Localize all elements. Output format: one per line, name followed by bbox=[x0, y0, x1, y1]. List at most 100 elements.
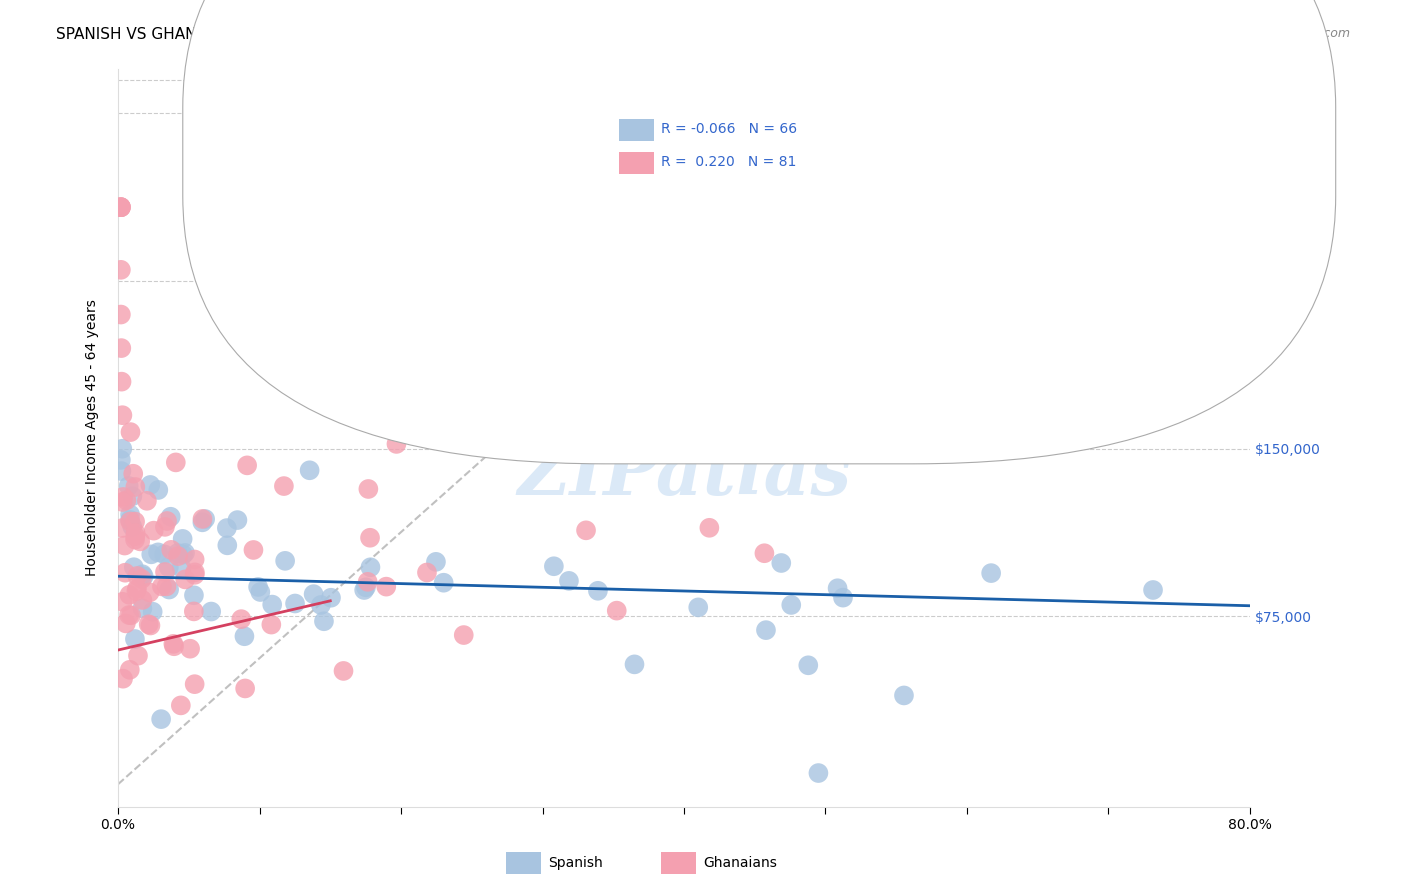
Point bbox=[142, 524, 165, 538]
Point bbox=[191, 512, 214, 526]
Point bbox=[893, 689, 915, 703]
Point bbox=[118, 513, 141, 527]
Point bbox=[200, 605, 222, 619]
Point bbox=[183, 604, 205, 618]
Point bbox=[118, 608, 141, 623]
Point bbox=[194, 512, 217, 526]
Point bbox=[150, 712, 173, 726]
Point bbox=[120, 515, 142, 529]
Point bbox=[131, 567, 153, 582]
Point bbox=[832, 591, 855, 605]
Point bbox=[125, 582, 148, 596]
Point bbox=[110, 453, 132, 467]
Point bbox=[586, 583, 609, 598]
Point bbox=[110, 262, 132, 277]
Point bbox=[122, 560, 145, 574]
Point bbox=[110, 200, 132, 214]
Point bbox=[284, 597, 307, 611]
Point bbox=[138, 585, 160, 599]
Point bbox=[260, 617, 283, 632]
Text: Source: ZipAtlas.com: Source: ZipAtlas.com bbox=[1216, 27, 1350, 40]
Point bbox=[558, 574, 581, 588]
Point bbox=[118, 663, 141, 677]
Point bbox=[125, 584, 148, 599]
Point bbox=[807, 766, 830, 780]
Point bbox=[191, 516, 214, 530]
Point bbox=[433, 575, 456, 590]
Point bbox=[139, 618, 162, 632]
Point bbox=[148, 483, 170, 497]
Point bbox=[132, 569, 155, 583]
Point bbox=[155, 579, 177, 593]
Point bbox=[606, 604, 628, 618]
Point bbox=[159, 509, 181, 524]
Point bbox=[827, 581, 849, 595]
Point bbox=[153, 565, 176, 579]
Point bbox=[262, 598, 284, 612]
Point bbox=[754, 546, 776, 560]
Text: R = -0.066   N = 66: R = -0.066 N = 66 bbox=[661, 122, 797, 136]
Point bbox=[139, 478, 162, 492]
Point bbox=[165, 455, 187, 469]
Point bbox=[131, 593, 153, 607]
Point bbox=[110, 341, 132, 355]
Point bbox=[298, 463, 321, 477]
Point bbox=[375, 580, 398, 594]
Point bbox=[129, 534, 152, 549]
Point bbox=[183, 677, 205, 691]
Point bbox=[153, 547, 176, 561]
Point bbox=[121, 489, 143, 503]
Point bbox=[755, 623, 778, 637]
Point bbox=[533, 402, 555, 417]
Point bbox=[425, 555, 447, 569]
Point bbox=[157, 582, 180, 597]
Point bbox=[385, 437, 408, 451]
Point bbox=[142, 605, 165, 619]
Point bbox=[124, 515, 146, 529]
Point bbox=[780, 598, 803, 612]
Point bbox=[114, 566, 136, 580]
Point bbox=[357, 574, 380, 589]
Point bbox=[118, 479, 141, 493]
Point bbox=[233, 629, 256, 643]
Point bbox=[124, 480, 146, 494]
Point bbox=[172, 532, 194, 546]
Point bbox=[114, 539, 136, 553]
Text: Ghanaians: Ghanaians bbox=[703, 855, 778, 870]
Point bbox=[135, 493, 157, 508]
Point bbox=[131, 572, 153, 586]
Point bbox=[453, 628, 475, 642]
Point bbox=[309, 598, 332, 612]
Point bbox=[183, 588, 205, 602]
Point bbox=[121, 519, 143, 533]
Point bbox=[233, 681, 256, 696]
Point bbox=[770, 556, 793, 570]
Point bbox=[172, 548, 194, 562]
Point bbox=[124, 526, 146, 541]
Point bbox=[242, 543, 264, 558]
Point bbox=[120, 425, 142, 439]
Point bbox=[112, 490, 135, 504]
Point bbox=[319, 591, 342, 605]
Point bbox=[111, 442, 134, 456]
Point bbox=[127, 569, 149, 583]
Point bbox=[111, 495, 134, 509]
Point bbox=[231, 612, 253, 626]
Point bbox=[249, 585, 271, 599]
Point bbox=[543, 559, 565, 574]
Point bbox=[124, 632, 146, 646]
Point bbox=[174, 546, 197, 560]
Point bbox=[575, 524, 598, 538]
Point bbox=[138, 617, 160, 632]
Point bbox=[111, 408, 134, 422]
Point bbox=[1142, 582, 1164, 597]
Point bbox=[110, 200, 132, 214]
Point bbox=[184, 566, 207, 580]
Point bbox=[699, 521, 721, 535]
Point bbox=[359, 560, 381, 574]
Point bbox=[157, 560, 180, 574]
Point bbox=[353, 582, 375, 597]
Point bbox=[110, 375, 132, 389]
Point bbox=[141, 547, 163, 561]
Point bbox=[120, 608, 142, 623]
